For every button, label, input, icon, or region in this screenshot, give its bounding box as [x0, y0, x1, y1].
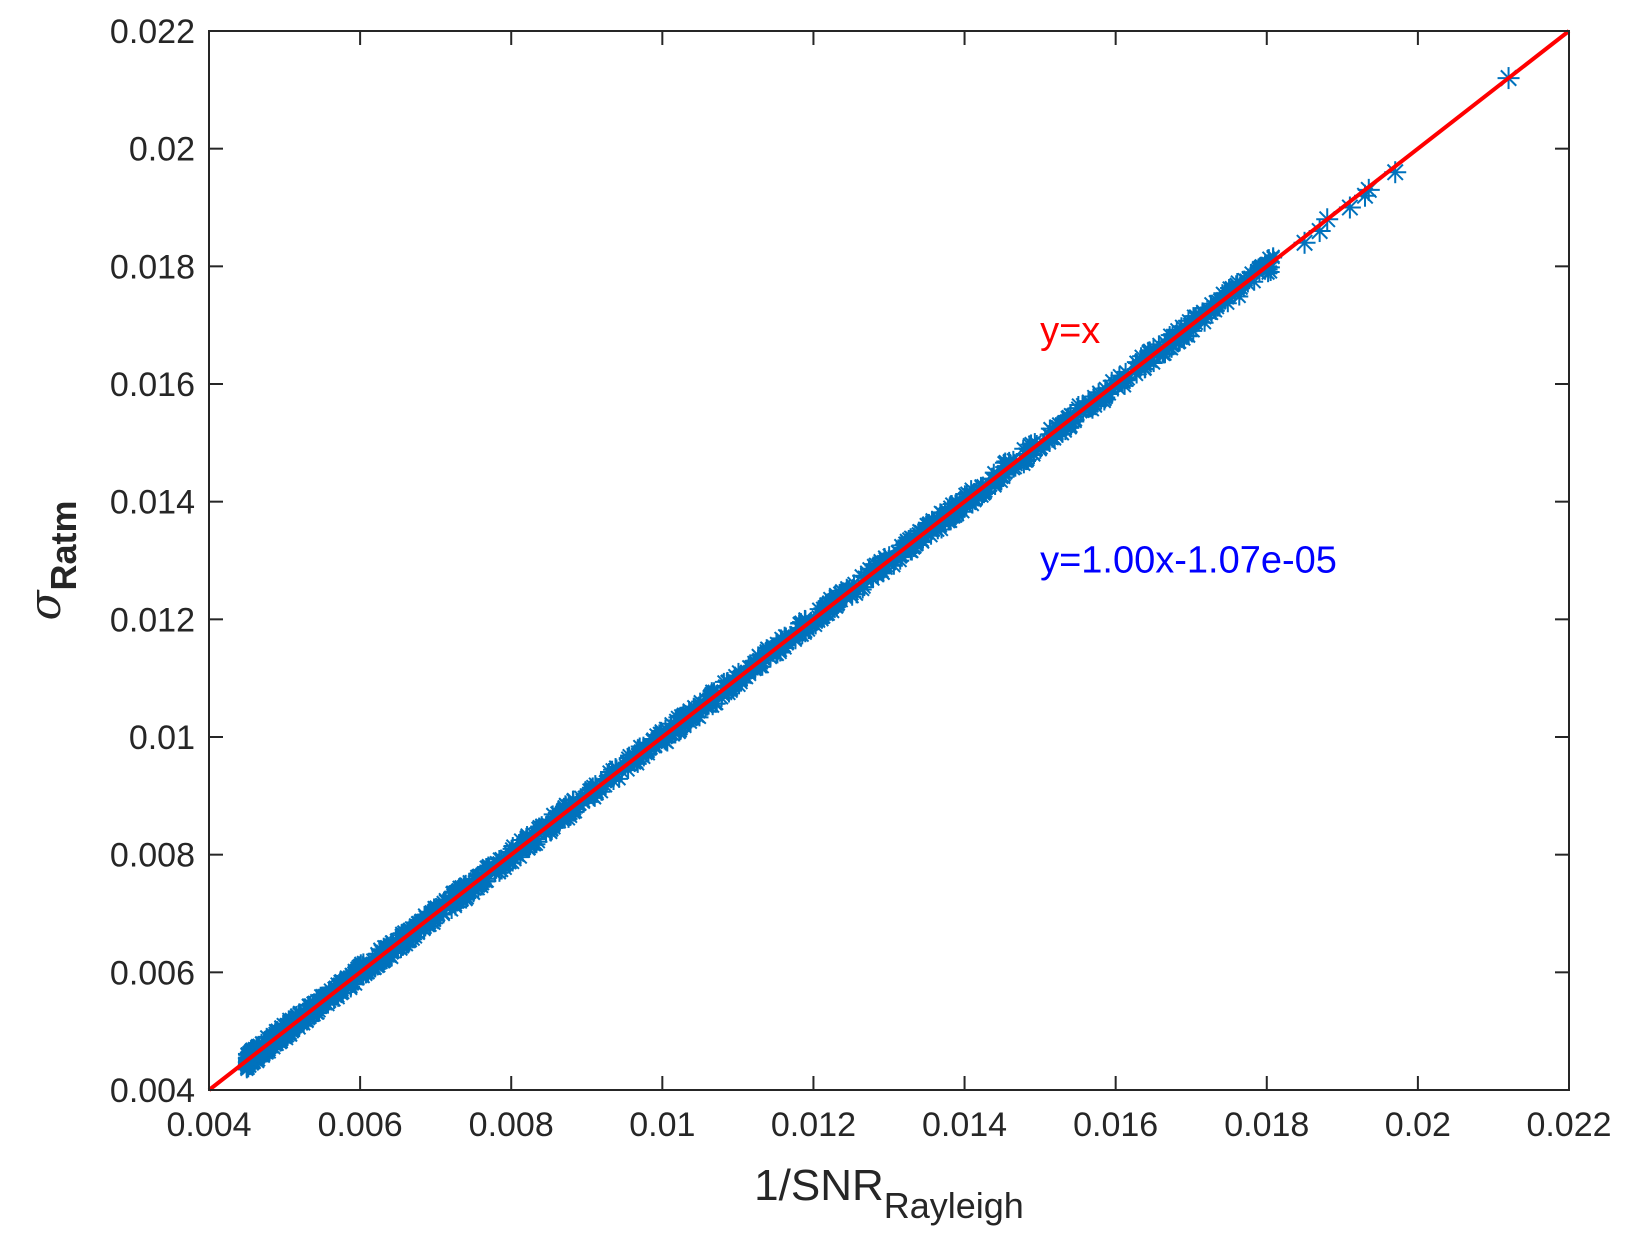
data-point-stroke [1002, 453, 1017, 468]
